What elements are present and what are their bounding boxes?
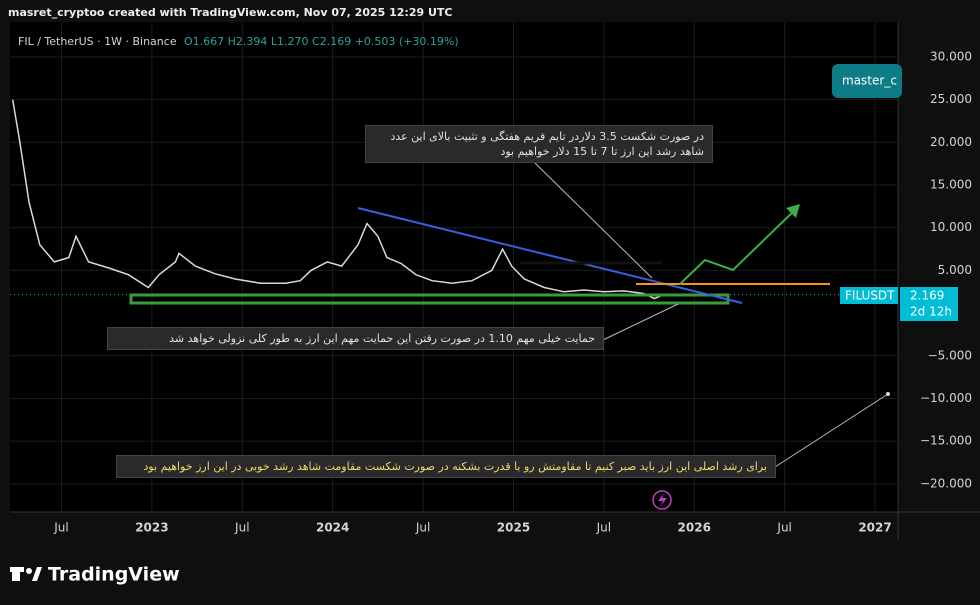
annotation[interactable]: برای رشد اصلی این ارز باید صبر کنیم تا م… — [116, 455, 776, 478]
event-icon[interactable] — [658, 493, 667, 507]
x-tick-label: Jul — [776, 521, 791, 535]
arrow-head — [786, 204, 800, 218]
x-tick-label: 2026 — [678, 521, 711, 535]
logo-icon — [12, 567, 20, 581]
price-tag — [900, 287, 958, 321]
anchor — [886, 392, 890, 396]
author-badge[interactable] — [832, 64, 902, 98]
countdown: 2d 12h — [910, 305, 952, 319]
connector — [774, 393, 889, 468]
logo-icon — [26, 568, 32, 574]
connector — [534, 162, 653, 279]
price-line — [11, 99, 664, 300]
annotation[interactable]: در صورت شکست 3.5 دلاردر تایم فریم هفتگی … — [365, 125, 713, 163]
annotation-line: برای رشد اصلی این ارز باید صبر کنیم تا م… — [143, 460, 767, 473]
grid — [10, 22, 898, 512]
y-tick-label: 30.000 — [930, 50, 972, 64]
price-label: 2.169 — [910, 289, 944, 303]
annotation[interactable]: حمایت خیلی مهم 1.10 در صورت رفتن این حما… — [107, 327, 604, 350]
x-tick-label: 2025 — [497, 521, 530, 535]
logo-icon — [10, 567, 24, 572]
y-tick-label: −20.000 — [920, 476, 972, 490]
x-tick-label: 2023 — [135, 521, 168, 535]
annotation-line: شاهد رشد این ارز تا 7 تا 15 دلار خواهیم … — [500, 145, 704, 158]
symbol: FIL / TetherUS · 1W · Binance — [18, 35, 177, 48]
x-tick-label: 2024 — [316, 521, 349, 535]
header: masret_cryptoo created with TradingView.… — [8, 6, 452, 19]
annotation-line: حمایت خیلی مهم 1.10 در صورت رفتن این حما… — [169, 332, 595, 345]
annotation-line: در صورت شکست 3.5 دلاردر تایم فریم هفتگی … — [390, 130, 704, 143]
y-tick-label: −10.000 — [920, 391, 972, 405]
plot-area — [10, 22, 898, 512]
x-tick-label: Jul — [234, 521, 249, 535]
y-tick-label: −5.000 — [928, 348, 972, 362]
ticker-tag — [840, 287, 898, 304]
logo-icon — [32, 567, 42, 581]
x-tick-label: Jul — [53, 521, 68, 535]
y-tick-label: 10.000 — [930, 220, 972, 234]
trend-line — [357, 207, 743, 304]
author-badge-text[interactable]: master_c — [842, 74, 897, 88]
logo: TradingView — [48, 564, 180, 586]
y-tick-label: 25.000 — [930, 92, 972, 106]
connector — [602, 303, 679, 341]
y-tick-label: 15.000 — [930, 178, 972, 192]
x-tick-label: Jul — [596, 521, 611, 535]
y-tick-label: 5.000 — [938, 263, 972, 277]
ticker: FILUSDT — [845, 289, 895, 303]
y-tick-label: −15.000 — [920, 434, 972, 448]
ohlc: O1.667 H2.394 L1.270 C2.169 +0.503 (+30.… — [184, 35, 459, 48]
x-tick-label: 2027 — [858, 521, 891, 535]
event-icon[interactable] — [652, 490, 672, 510]
x-tick-label: Jul — [415, 521, 430, 535]
projection-arrow — [679, 206, 799, 285]
y-tick-label: 20.000 — [930, 135, 972, 149]
